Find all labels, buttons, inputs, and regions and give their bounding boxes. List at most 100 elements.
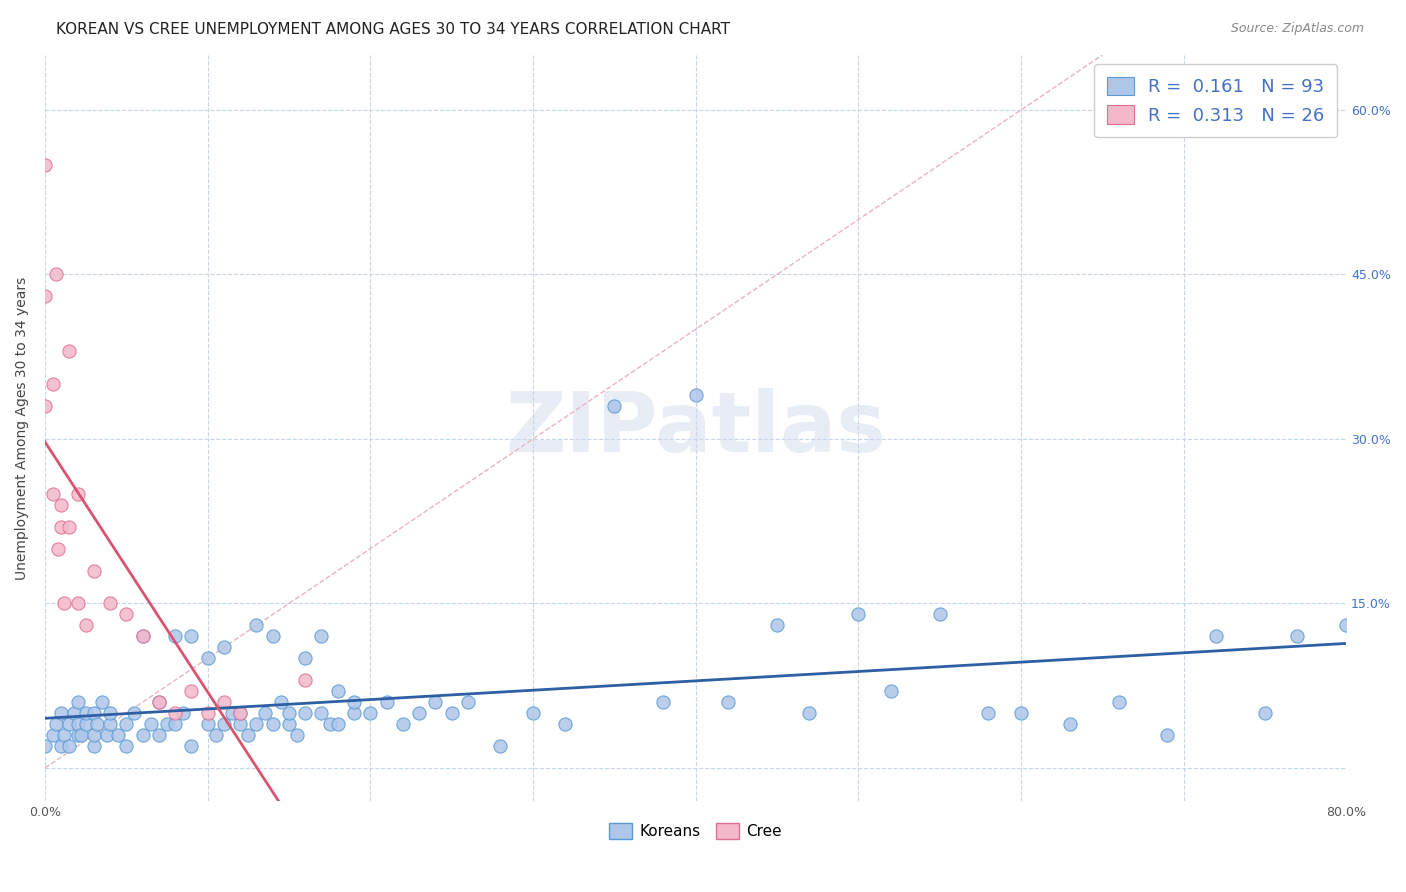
Point — [311, 629, 333, 643]
Point — [148, 695, 170, 709]
Point — [197, 651, 219, 665]
Point — [1059, 717, 1081, 731]
Point — [212, 695, 235, 709]
Point — [98, 717, 121, 731]
Point — [66, 717, 89, 731]
Point — [34, 289, 56, 303]
Point — [212, 717, 235, 731]
Point — [278, 706, 301, 720]
Point — [294, 706, 316, 720]
Point — [107, 728, 129, 742]
Point — [603, 399, 626, 413]
Text: ZIPatlas: ZIPatlas — [505, 387, 886, 468]
Point — [270, 695, 292, 709]
Point — [457, 695, 479, 709]
Point — [180, 739, 202, 753]
Point — [221, 706, 243, 720]
Point — [318, 717, 340, 731]
Point — [392, 717, 415, 731]
Point — [46, 541, 69, 556]
Point — [212, 640, 235, 655]
Point — [131, 728, 153, 742]
Point — [229, 706, 252, 720]
Point — [180, 684, 202, 698]
Point — [685, 388, 707, 402]
Point — [98, 597, 121, 611]
Point — [51, 706, 73, 720]
Point — [197, 706, 219, 720]
Point — [45, 717, 67, 731]
Point — [34, 739, 56, 753]
Text: KOREAN VS CREE UNEMPLOYMENT AMONG AGES 30 TO 34 YEARS CORRELATION CHART: KOREAN VS CREE UNEMPLOYMENT AMONG AGES 3… — [56, 22, 730, 37]
Point — [124, 706, 146, 720]
Point — [63, 706, 86, 720]
Point — [165, 717, 187, 731]
Point — [408, 706, 430, 720]
Point — [83, 706, 105, 720]
Point — [34, 158, 56, 172]
Point — [375, 695, 398, 709]
Point — [148, 695, 170, 709]
Point — [96, 728, 118, 742]
Point — [75, 706, 97, 720]
Point — [131, 629, 153, 643]
Point — [58, 519, 80, 533]
Point — [58, 344, 80, 359]
Point — [294, 651, 316, 665]
Point — [1254, 706, 1277, 720]
Point — [1286, 629, 1309, 643]
Point — [1156, 728, 1178, 742]
Point — [262, 629, 284, 643]
Point — [880, 684, 903, 698]
Point — [229, 706, 252, 720]
Point — [51, 498, 73, 512]
Point — [197, 717, 219, 731]
Point — [58, 739, 80, 753]
Point — [1108, 695, 1130, 709]
Point — [115, 739, 138, 753]
Point — [83, 739, 105, 753]
Point — [172, 706, 194, 720]
Point — [83, 564, 105, 578]
Legend: Koreans, Cree: Koreans, Cree — [603, 817, 789, 846]
Point — [156, 717, 179, 731]
Point — [131, 629, 153, 643]
Point — [58, 717, 80, 731]
Point — [42, 377, 65, 392]
Point — [245, 618, 267, 632]
Point — [66, 728, 89, 742]
Point — [51, 519, 73, 533]
Point — [165, 706, 187, 720]
Point — [45, 268, 67, 282]
Point — [294, 673, 316, 688]
Point — [204, 728, 226, 742]
Point — [326, 684, 349, 698]
Point — [180, 629, 202, 643]
Point — [66, 487, 89, 501]
Point — [51, 739, 73, 753]
Point — [522, 706, 544, 720]
Point — [440, 706, 463, 720]
Point — [69, 728, 91, 742]
Point — [75, 618, 97, 632]
Point — [245, 717, 267, 731]
Point — [165, 629, 187, 643]
Point — [1010, 706, 1032, 720]
Point — [311, 706, 333, 720]
Point — [83, 728, 105, 742]
Point — [928, 607, 950, 622]
Point — [846, 607, 869, 622]
Point — [253, 706, 276, 720]
Point — [489, 739, 512, 753]
Point — [42, 487, 65, 501]
Point — [86, 717, 108, 731]
Point — [343, 706, 366, 720]
Point — [799, 706, 821, 720]
Point — [115, 717, 138, 731]
Point — [977, 706, 1000, 720]
Point — [1205, 629, 1227, 643]
Point — [554, 717, 576, 731]
Point — [148, 728, 170, 742]
Point — [766, 618, 789, 632]
Point — [238, 728, 260, 742]
